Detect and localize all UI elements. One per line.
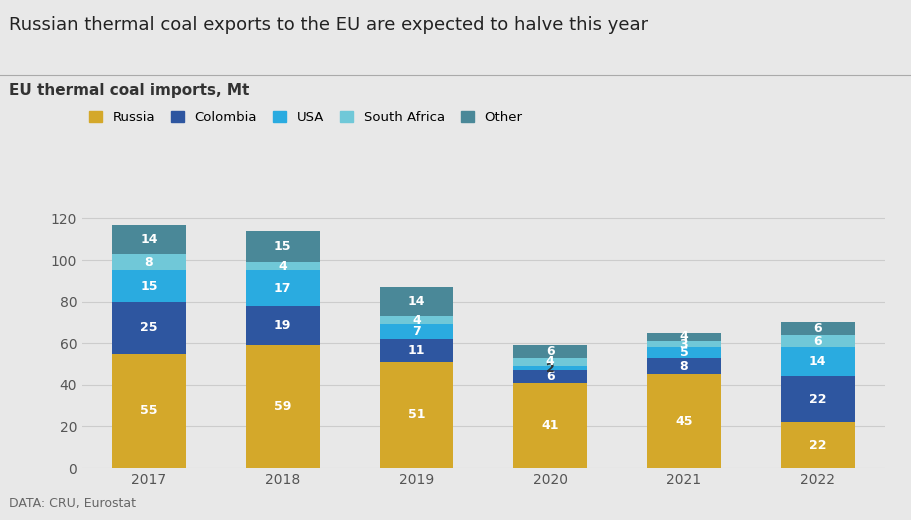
Bar — [647, 333, 720, 341]
Bar — [112, 302, 186, 354]
Legend: Russia, Colombia, USA, South Africa, Other: Russia, Colombia, USA, South Africa, Oth… — [88, 111, 522, 124]
Bar — [513, 383, 587, 468]
Text: 17: 17 — [273, 281, 292, 294]
Text: 6: 6 — [813, 335, 821, 347]
Bar — [647, 341, 720, 347]
Bar — [513, 370, 587, 383]
Text: 5: 5 — [679, 346, 688, 359]
Bar — [112, 354, 186, 468]
Text: 45: 45 — [674, 415, 692, 427]
Bar — [647, 358, 720, 374]
Text: 14: 14 — [140, 232, 158, 245]
Text: 25: 25 — [140, 321, 158, 334]
Bar — [379, 339, 453, 362]
Text: 4: 4 — [412, 314, 420, 327]
Text: 41: 41 — [541, 419, 558, 432]
Bar — [112, 270, 186, 302]
Text: DATA: CRU, Eurostat: DATA: CRU, Eurostat — [9, 497, 136, 510]
Text: 11: 11 — [407, 344, 425, 357]
Bar — [246, 270, 319, 306]
Text: 7: 7 — [412, 326, 420, 338]
Text: 8: 8 — [145, 255, 153, 268]
Bar — [112, 225, 186, 254]
Text: 55: 55 — [140, 405, 158, 417]
Bar — [513, 366, 587, 370]
Text: 15: 15 — [273, 240, 292, 253]
Text: 15: 15 — [140, 280, 158, 292]
Bar — [513, 345, 587, 358]
Text: 51: 51 — [407, 409, 425, 421]
Bar — [513, 358, 587, 366]
Text: 14: 14 — [407, 295, 425, 308]
Text: 6: 6 — [546, 345, 554, 358]
Bar — [780, 322, 854, 335]
Bar — [780, 376, 854, 422]
Bar — [780, 422, 854, 468]
Bar — [379, 287, 453, 316]
Text: EU thermal coal imports, Mt: EU thermal coal imports, Mt — [9, 83, 250, 98]
Bar — [246, 306, 319, 345]
Text: 4: 4 — [679, 331, 688, 343]
Bar — [647, 347, 720, 358]
Bar — [379, 324, 453, 339]
Text: 2: 2 — [546, 362, 554, 374]
Bar — [246, 231, 319, 262]
Text: 59: 59 — [273, 400, 292, 413]
Bar — [379, 316, 453, 324]
Bar — [112, 254, 186, 270]
Text: Russian thermal coal exports to the EU are expected to halve this year: Russian thermal coal exports to the EU a… — [9, 16, 648, 34]
Bar — [379, 362, 453, 468]
Text: 22: 22 — [808, 439, 825, 451]
Bar — [780, 335, 854, 347]
Text: 19: 19 — [273, 319, 292, 332]
Text: 8: 8 — [679, 360, 688, 372]
Text: 6: 6 — [546, 370, 554, 383]
Text: 4: 4 — [278, 259, 287, 272]
Text: 6: 6 — [813, 322, 821, 335]
Bar — [246, 262, 319, 270]
Bar — [246, 345, 319, 468]
Text: 3: 3 — [679, 338, 688, 350]
Text: 4: 4 — [546, 356, 554, 368]
Bar — [647, 374, 720, 468]
Bar — [780, 347, 854, 376]
Text: 14: 14 — [808, 356, 825, 368]
Text: 22: 22 — [808, 393, 825, 406]
